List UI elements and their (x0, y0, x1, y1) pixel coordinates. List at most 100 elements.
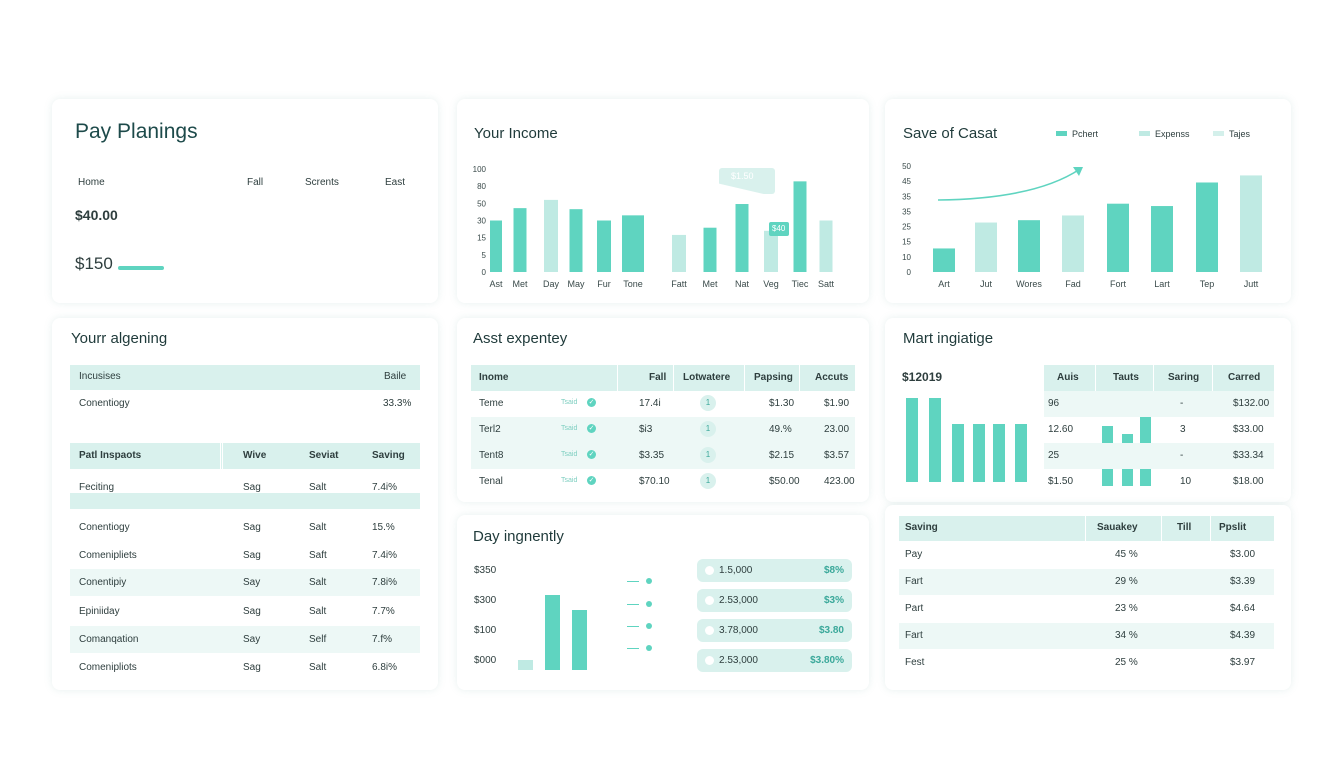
mart-header-cell: Auis (1057, 372, 1079, 383)
aligning-t1-r0-c0: Conentiogy (79, 398, 130, 409)
connector-dash (627, 581, 639, 582)
aligning-t2-separator (70, 493, 420, 509)
saving-cell: $4.64 (1230, 603, 1256, 614)
income-x-label: Tiec (792, 279, 809, 289)
save-y-tick: 0 (907, 268, 912, 277)
saving-header-cell: Till (1177, 522, 1192, 533)
income-x-label: Met (512, 279, 528, 289)
nav-scrents[interactable]: Scrents (305, 177, 339, 188)
saving-cell: 25 % (1115, 657, 1138, 668)
expense-row-pay: $50.00 (769, 476, 800, 487)
income-bar-label-text: $40 (772, 224, 786, 233)
expense-card: Asst expentey Inome Fall Lotwatere Papsing A… (457, 318, 869, 502)
check-icon: ✓ (587, 476, 596, 485)
aligning-t2-cell: Salt (309, 662, 327, 673)
expense-col-divider (617, 365, 618, 391)
save-x-label: Wores (1016, 279, 1042, 289)
saving-cell: $4.39 (1230, 630, 1256, 641)
saving-cell: 34 % (1115, 630, 1138, 641)
pay-planning-title: Pay Planings (75, 120, 198, 143)
aligning-t1-r0-c1: 33.3% (383, 398, 412, 409)
aligning-t2-cell: Comenipliots (79, 662, 137, 673)
aligning-t1-h0: Incusises (79, 371, 121, 382)
income-bar (490, 220, 502, 272)
day-pill-left: 2.53,000 (719, 655, 758, 666)
mart-cell: 10 (1180, 476, 1192, 487)
saving-cell: $3.39 (1230, 576, 1256, 587)
check-icon: ✓ (587, 424, 596, 433)
legend-label-3: Tajes (1229, 129, 1251, 139)
save-bar (933, 248, 955, 272)
expense-row-acc: $1.90 (824, 398, 850, 409)
mart-cell: $33.00 (1233, 424, 1264, 435)
nav-east[interactable]: East (385, 177, 406, 188)
day-y-label-3: $000 (474, 655, 497, 666)
expense-row-circle-badge[interactable]: 1 (700, 421, 716, 437)
saving-cell: Pay (905, 549, 923, 560)
day-pill[interactable]: 2.53,000 $3.80% (697, 649, 852, 672)
expense-row-tag: Tsaid (561, 425, 578, 432)
mart-cell: 25 (1048, 450, 1060, 461)
aligning-t2-cell: Saft (309, 550, 327, 561)
aligning-t2-cell: Salt (309, 606, 327, 617)
saving-cell: $3.00 (1230, 549, 1256, 560)
aligning-t2-cell: 7.4i% (372, 550, 398, 561)
day-y-label-1: $300 (474, 595, 497, 606)
mart-col-divider (1095, 365, 1096, 391)
saving-col-divider (1085, 516, 1086, 541)
aligning-t2-cell: Conentipiy (79, 577, 127, 588)
mart-col-divider (1212, 365, 1213, 391)
save-y-tick: 15 (902, 238, 911, 247)
nav-fall[interactable]: Fall (247, 177, 264, 188)
mart-bar (993, 424, 1005, 482)
saving-header-cell: Ppslit (1219, 522, 1247, 533)
expense-row-fall: 17.4i (639, 398, 661, 409)
income-x-label: Ast (489, 279, 503, 289)
income-title: Your Income (474, 125, 558, 142)
aligning-t2-col-divider (222, 443, 223, 469)
income-y-tick: 5 (482, 251, 487, 260)
aligning-t2-cell: Comenipliets (79, 550, 137, 561)
income-x-label: Day (543, 279, 560, 289)
income-y-tick: 50 (477, 199, 486, 208)
expense-row-name: Tenal (479, 476, 503, 487)
amount-progress-line (118, 266, 164, 270)
aligning-t2-header-cell: Wive (243, 450, 267, 461)
aligning-t2-cell: Sag (243, 662, 261, 673)
legend-swatch-2 (1139, 131, 1150, 136)
income-bar (764, 230, 778, 272)
income-y-tick: 15 (477, 234, 486, 243)
income-bar (544, 199, 558, 272)
mart-cell: 3 (1180, 424, 1186, 435)
aligning-t2-header-cell: Saving (372, 450, 405, 461)
aligning-t2-header-cell: Seviat (309, 450, 339, 461)
expense-row-pay: $2.15 (769, 450, 795, 461)
day-y-label-0: $350 (474, 565, 497, 576)
income-x-label: Nat (735, 279, 750, 289)
income-y-tick: 30 (477, 217, 486, 226)
connector-dot-icon (646, 601, 652, 607)
mart-bar (1015, 424, 1027, 482)
mart-header-cell: Saring (1168, 372, 1200, 383)
day-pill[interactable]: 3.78,000 $3.80 (697, 619, 852, 642)
save-bar (1151, 206, 1173, 272)
radio-icon (705, 566, 714, 575)
day-pill-right: $3.80 (818, 625, 844, 636)
income-bar (672, 234, 686, 272)
expense-header-cell: Accuts (815, 372, 849, 383)
expense-row-fall: $3.35 (639, 450, 665, 461)
expense-row-circle-badge[interactable]: 1 (700, 473, 716, 489)
income-y-tick: 100 (473, 165, 487, 174)
mart-header-cell: Carred (1228, 372, 1261, 383)
pay-planning-card: Pay Planings Home Fall Scrents East $40.… (52, 99, 438, 303)
mart-title: Mart ingiatige (903, 330, 994, 347)
day-pill[interactable]: 2.53,000 $3% (697, 589, 852, 612)
trend-arrow-line (937, 168, 1081, 201)
expense-row-circle-badge[interactable]: 1 (700, 395, 716, 411)
expense-row-circle-badge[interactable]: 1 (700, 447, 716, 463)
aligning-t2-cell: 7.7% (372, 606, 395, 617)
saving-cell: 29 % (1115, 576, 1138, 587)
nav-home[interactable]: Home (78, 177, 105, 188)
day-pill[interactable]: 1.5,000 $8% (697, 559, 852, 582)
mart-row-stripe (1044, 443, 1274, 469)
